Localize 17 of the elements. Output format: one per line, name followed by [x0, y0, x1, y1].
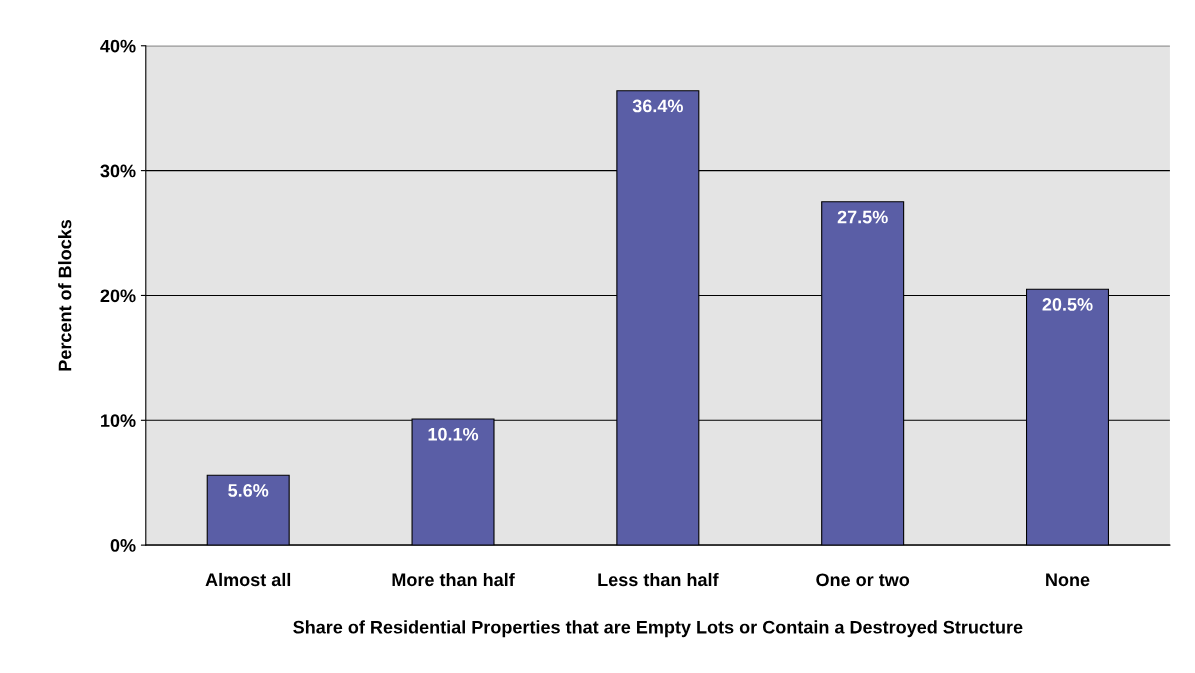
y-axis-title: Percent of Blocks — [58, 219, 72, 371]
x-tick-label: One or two — [816, 573, 910, 587]
x-tick-label: Less than half — [598, 572, 719, 587]
data-label: 5.6% — [228, 484, 269, 497]
x-tick-label: None — [1046, 573, 1090, 587]
data-label: 36.4% — [632, 99, 683, 113]
data-label: 20.5% — [1042, 298, 1093, 311]
y-tick-label: 30% — [100, 164, 136, 178]
x-axis-title: Share of Residential Properties that are Empty Lots or Contain a Destroyed Structure — [293, 620, 1023, 638]
x-tick-label: Almost all — [205, 572, 291, 587]
y-tick-label: 20% — [100, 289, 136, 303]
data-label: 27.5% — [837, 210, 888, 224]
y-tick-label: 10% — [101, 414, 136, 428]
data-label: 10.1% — [428, 427, 479, 441]
y-tick-label: 40% — [100, 39, 136, 53]
x-tick-label: More than half — [392, 572, 515, 587]
y-tick-label: 0% — [110, 539, 136, 552]
